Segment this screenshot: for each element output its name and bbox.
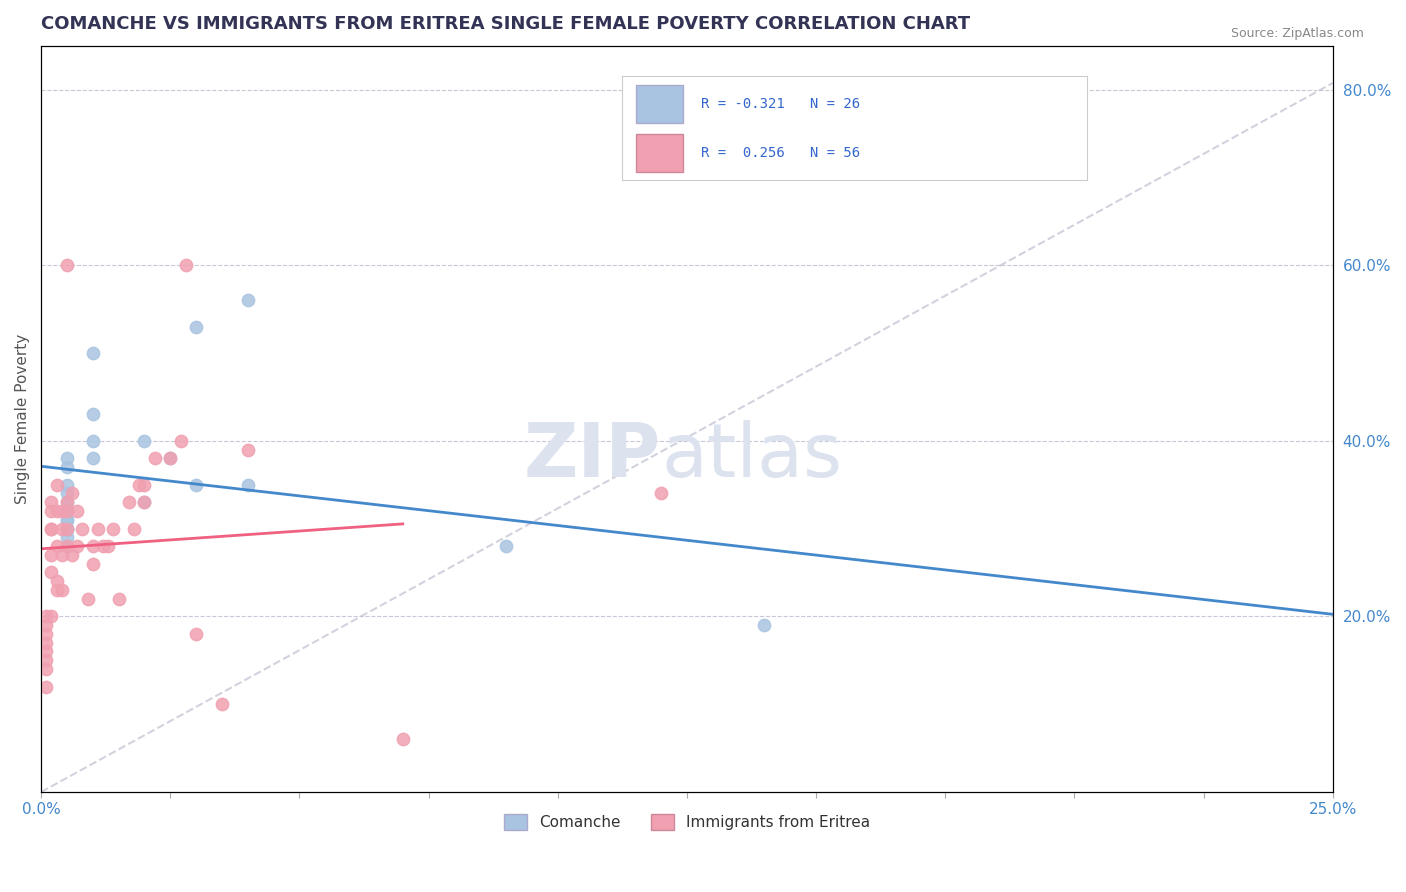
Point	[82, 451, 104, 466]
Y-axis label: Single Female Poverty: Single Female Poverty	[15, 334, 30, 504]
Point	[45, 504, 67, 518]
Point	[66, 539, 89, 553]
Point	[103, 522, 125, 536]
Point	[41, 566, 63, 580]
Point	[169, 434, 191, 448]
Point	[72, 522, 94, 536]
Point	[56, 539, 79, 553]
Point	[91, 539, 114, 553]
Point	[134, 495, 156, 509]
Point	[211, 697, 233, 711]
Point	[82, 557, 104, 571]
Point	[35, 618, 58, 632]
Point	[45, 477, 67, 491]
Point	[118, 495, 141, 509]
Point	[391, 732, 413, 747]
Point	[35, 680, 58, 694]
Point	[41, 504, 63, 518]
Point	[41, 609, 63, 624]
Point	[35, 627, 58, 641]
Text: atlas: atlas	[661, 419, 842, 492]
Point	[97, 539, 120, 553]
Point	[56, 530, 79, 544]
Point	[41, 495, 63, 509]
Point	[56, 504, 79, 518]
Point	[650, 486, 672, 500]
Point	[82, 346, 104, 360]
Point	[41, 522, 63, 536]
Point	[51, 582, 73, 597]
Point	[56, 495, 79, 509]
Point	[66, 504, 89, 518]
Point	[184, 477, 207, 491]
Point	[87, 522, 110, 536]
Point	[35, 609, 58, 624]
Point	[41, 522, 63, 536]
Point	[134, 434, 156, 448]
Point	[60, 486, 83, 500]
Point	[56, 451, 79, 466]
Point	[184, 627, 207, 641]
Point	[159, 451, 181, 466]
Point	[45, 582, 67, 597]
Point	[41, 548, 63, 562]
Point	[56, 522, 79, 536]
Point	[134, 477, 156, 491]
Point	[51, 504, 73, 518]
Point	[107, 591, 129, 606]
Point	[56, 258, 79, 272]
Point	[56, 522, 79, 536]
Point	[45, 539, 67, 553]
Point	[184, 319, 207, 334]
Point	[143, 451, 166, 466]
Point	[35, 653, 58, 667]
Point	[56, 486, 79, 500]
Point	[45, 574, 67, 589]
Point	[60, 548, 83, 562]
Point	[495, 539, 517, 553]
Point	[159, 451, 181, 466]
Point	[236, 477, 259, 491]
Point	[56, 504, 79, 518]
Legend: Comanche, Immigrants from Eritrea: Comanche, Immigrants from Eritrea	[498, 808, 876, 837]
Point	[35, 662, 58, 676]
Point	[56, 522, 79, 536]
Text: ZIP: ZIP	[524, 419, 661, 492]
Point	[754, 618, 776, 632]
Text: Source: ZipAtlas.com: Source: ZipAtlas.com	[1230, 27, 1364, 40]
Point	[56, 504, 79, 518]
Point	[128, 477, 150, 491]
Point	[236, 442, 259, 457]
Point	[56, 477, 79, 491]
Point	[35, 636, 58, 650]
Point	[56, 460, 79, 475]
Point	[82, 434, 104, 448]
Point	[174, 258, 197, 272]
Point	[134, 495, 156, 509]
Point	[51, 548, 73, 562]
Text: COMANCHE VS IMMIGRANTS FROM ERITREA SINGLE FEMALE POVERTY CORRELATION CHART: COMANCHE VS IMMIGRANTS FROM ERITREA SING…	[41, 15, 970, 33]
Point	[56, 539, 79, 553]
Point	[56, 513, 79, 527]
Point	[122, 522, 145, 536]
Point	[82, 408, 104, 422]
Point	[56, 495, 79, 509]
Point	[236, 293, 259, 308]
Point	[82, 539, 104, 553]
Point	[76, 591, 98, 606]
Point	[56, 513, 79, 527]
Point	[51, 522, 73, 536]
Point	[35, 644, 58, 658]
